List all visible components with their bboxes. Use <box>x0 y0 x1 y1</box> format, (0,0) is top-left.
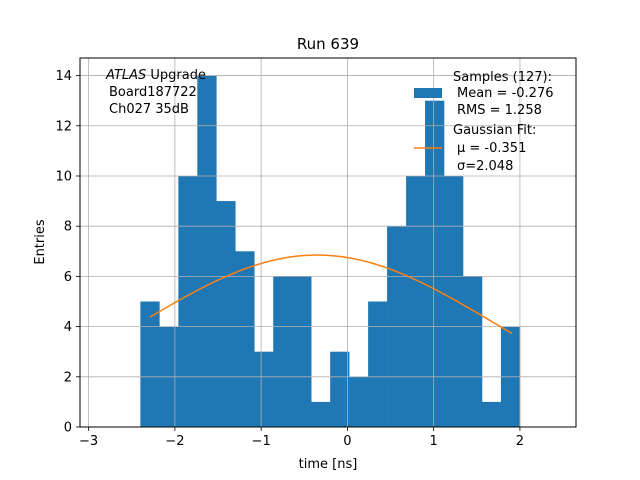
histogram-bar <box>481 401 502 427</box>
histogram-bar <box>178 175 198 427</box>
y-tick-label: 0 <box>64 421 72 436</box>
x-tick-label: −3 <box>79 434 98 449</box>
x-tick-label: 1 <box>430 434 438 449</box>
x-tick-label: 0 <box>343 434 351 449</box>
x-tick-label: −1 <box>252 434 271 449</box>
histogram-bar <box>349 376 369 427</box>
histogram-bar <box>292 276 312 427</box>
legend-samples-mean: Mean = -0.276 <box>457 86 553 101</box>
x-axis-label: time [ns] <box>299 457 358 472</box>
histogram-bar <box>216 201 236 427</box>
y-tick-label: 4 <box>64 320 72 335</box>
chart-title: Run 639 <box>297 35 359 53</box>
histogram-bar <box>235 251 255 427</box>
histogram-bar <box>462 276 483 427</box>
legend-fit-title: Gaussian Fit: <box>453 123 536 138</box>
histogram-bar <box>444 175 464 427</box>
histogram-bars <box>140 75 521 428</box>
y-axis-label: Entries <box>33 219 48 265</box>
legend-fit-mu: μ = -0.351 <box>457 141 526 156</box>
legend-samples-swatch <box>414 88 442 98</box>
y-tick-label: 14 <box>55 69 72 84</box>
histogram-bar <box>406 175 426 427</box>
histogram-bar <box>330 351 350 427</box>
legend-samples-rms: RMS = 1.258 <box>457 103 542 118</box>
y-tick-label: 8 <box>64 220 72 235</box>
y-tick-label: 6 <box>64 270 72 285</box>
gaussian-fit-layer <box>80 58 576 428</box>
x-tick-label: 2 <box>516 434 524 449</box>
upgrade-label: Upgrade <box>146 68 206 83</box>
channel-label: Ch027 35dB <box>109 102 189 117</box>
histogram-bar <box>197 75 217 428</box>
histogram-bar <box>425 100 445 428</box>
atlas-label: ATLAS <box>105 68 146 83</box>
y-tick-label: 10 <box>55 169 72 184</box>
x-tick-label: −2 <box>165 434 184 449</box>
gaussian-fit-curve <box>149 254 513 335</box>
histogram-bar <box>368 301 388 427</box>
histogram-bar <box>273 276 293 427</box>
y-tick-label: 2 <box>64 370 72 385</box>
board-label: Board187722 <box>109 85 197 100</box>
histogram-bar <box>254 351 274 427</box>
legend-samples-title: Samples (127): <box>453 70 552 85</box>
atlas-annotation-line1: ATLAS Upgrade <box>105 68 206 83</box>
y-tick-label: 12 <box>55 119 72 134</box>
legend-fit-sigma: σ=2.048 <box>457 159 513 174</box>
legend: Samples (127): Mean = -0.276 RMS = 1.258… <box>414 70 553 174</box>
axes-frame <box>79 57 577 428</box>
histogram-bar <box>140 301 160 427</box>
histogram-bar <box>311 401 331 427</box>
